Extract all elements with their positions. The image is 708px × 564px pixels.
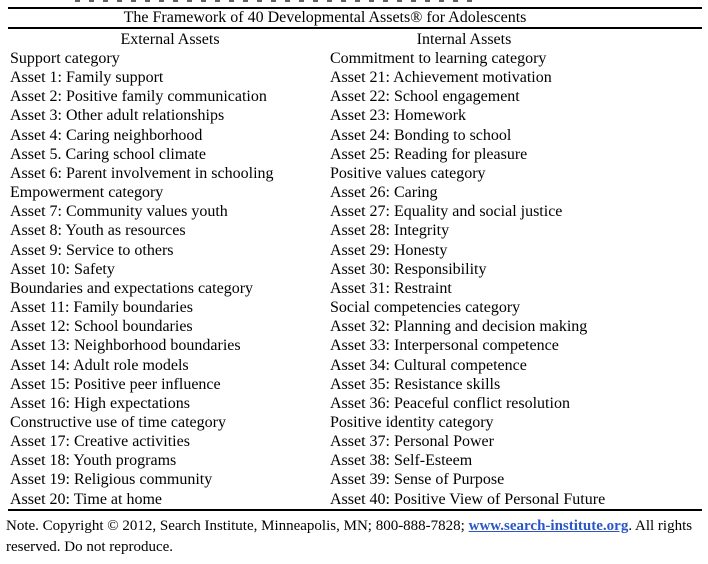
column-header-external-assets: External Assets (120, 31, 220, 48)
table-top-border (8, 7, 702, 9)
table-row: Asset 18: Youth programs (10, 452, 177, 470)
table-row: Asset 3: Other adult relationships (10, 107, 225, 125)
table-row: Constructive use of time category (10, 413, 226, 431)
table-row: Asset 26: Caring (330, 184, 438, 202)
table-row: Asset 13: Neighborhood boundaries (10, 337, 241, 355)
table-row: Asset 28: Integrity (330, 222, 450, 240)
table-row: Asset 30: Responsibility (330, 260, 487, 278)
table-bottom-border (8, 509, 702, 511)
footer-note: Note. Copyright © 2012, Search Institute… (6, 516, 706, 558)
table-row: Asset 36: Peaceful conflict resolution (330, 394, 570, 412)
table-row: Asset 10: Safety (10, 260, 115, 278)
table-row: Positive identity category (330, 413, 494, 431)
footer-note-line2: reserved. Do not reproduce. (6, 539, 174, 555)
table-row: Asset 39: Sense of Purpose (330, 471, 505, 489)
table-row: Boundaries and expectations category (10, 279, 254, 297)
table-row: Asset 34: Cultural competence (330, 356, 527, 374)
table-title: The Framework of 40 Developmental Assets… (123, 9, 527, 26)
table-row: Asset 1: Family support (10, 69, 164, 87)
table-row: Asset 21: Achievement motivation (330, 69, 552, 87)
table-row: Asset 37: Personal Power (330, 433, 494, 451)
table-row: Asset 4: Caring neighborhood (10, 126, 203, 144)
table-row: Asset 19: Religious community (10, 471, 213, 489)
internal-assets-column: Commitment to learning category Asset 21:… (330, 49, 705, 509)
table-row: Asset 31: Restraint (330, 279, 452, 297)
table-row: Asset 15: Positive peer influence (10, 375, 221, 393)
cropped-text-artifact (75, 0, 473, 2)
table-row: Asset 9: Service to others (10, 241, 174, 259)
search-institute-link[interactable]: www.search-institute.org (468, 518, 629, 534)
table-row: Asset 29: Honesty (330, 241, 448, 259)
table-row: Asset 17: Creative activities (10, 433, 190, 451)
table-row: Empowerment category (10, 184, 164, 202)
table-row: Asset 32: Planning and decision making (330, 318, 588, 336)
table-row: Asset 5. Caring school climate (10, 145, 206, 163)
table-row: Asset 11: Family boundaries (10, 299, 193, 317)
table-row: Asset 27: Equality and social justice (330, 203, 563, 221)
external-assets-column: Support category Asset 1: Family support A… (10, 49, 330, 509)
table-row: Asset 35: Resistance skills (330, 375, 501, 393)
table-row: Asset 38: Self-Esteem (330, 452, 473, 470)
footer-note-text-after-link: . All rights (628, 518, 693, 534)
table-row: Asset 23: Homework (330, 107, 466, 125)
table-row: Asset 2: Positive family communication (10, 88, 267, 106)
table-row: Asset 14: Adult role models (10, 356, 189, 374)
table-row: Asset 8: Youth as resources (10, 222, 186, 240)
footer-note-text-before-link: Note. Copyright © 2012, Search Institute… (6, 518, 469, 534)
table-row: Asset 16: High expectations (10, 394, 190, 412)
table-row: Asset 22: School engagement (330, 88, 520, 106)
table-row: Asset 33: Interpersonal competence (330, 337, 559, 355)
table-row: Asset 6: Parent involvement in schooling (10, 164, 274, 182)
table-row: Asset 20: Time at home (10, 490, 163, 508)
column-header-internal-assets: Internal Assets (416, 31, 512, 48)
table-row: Positive values category (330, 164, 486, 182)
table-row: Asset 24: Bonding to school (330, 126, 512, 144)
table-row: Support category (10, 50, 120, 67)
table-row: Commitment to learning category (330, 50, 547, 67)
table-row: Asset 12: School boundaries (10, 318, 193, 336)
table-row: Asset 40: Positive View of Personal Futu… (330, 490, 606, 508)
title-separator-line (8, 27, 702, 29)
table-row: Asset 7: Community values youth (10, 203, 228, 221)
footer-note-line1: Note. Copyright © 2012, Search Institute… (6, 516, 706, 537)
table-row: Social competencies category (330, 299, 521, 317)
table-row: Asset 25: Reading for pleasure (330, 145, 528, 163)
